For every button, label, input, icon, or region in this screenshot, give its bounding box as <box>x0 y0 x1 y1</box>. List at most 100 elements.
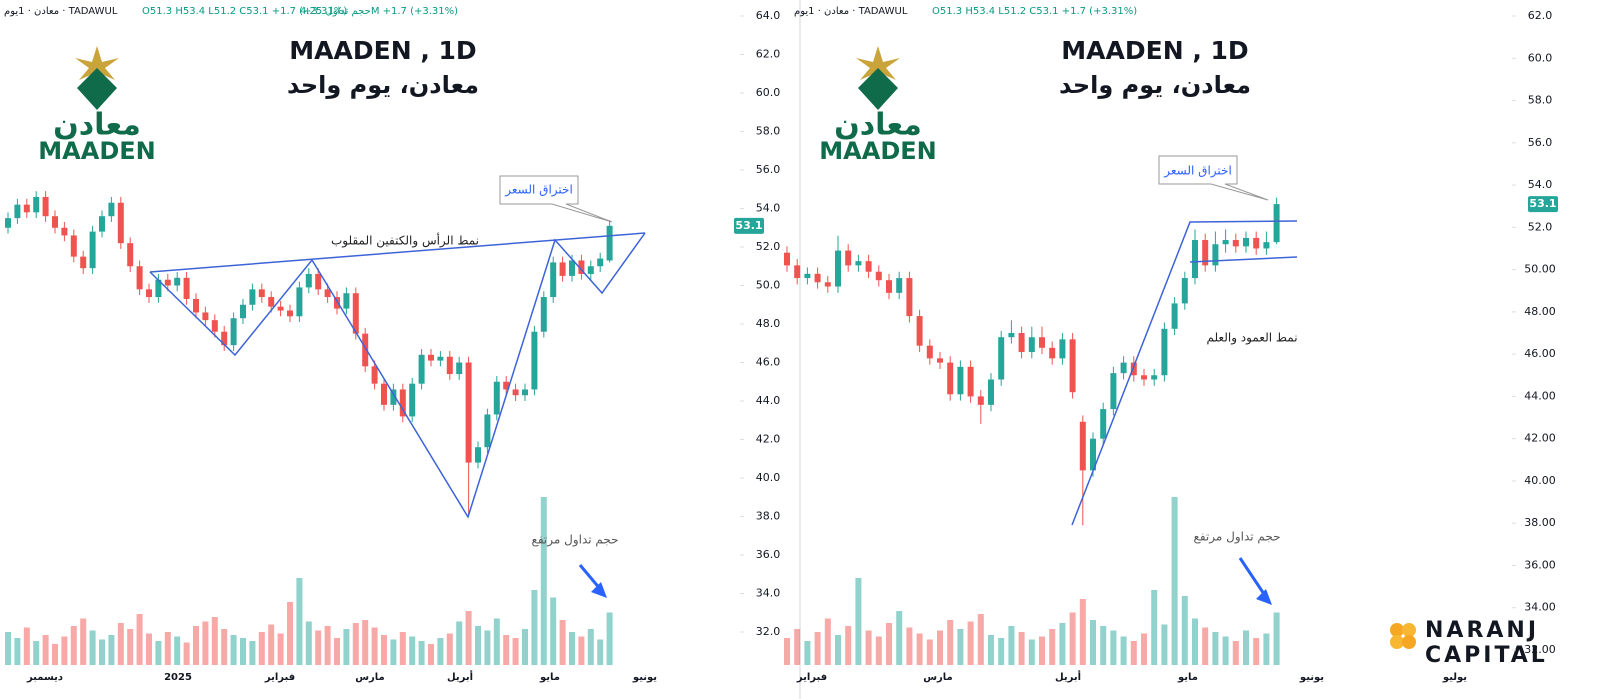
logo-latin: MAADEN <box>819 137 936 165</box>
y-tick-label: 38.0 <box>756 510 781 523</box>
volume-bar <box>1181 596 1188 665</box>
candle-body <box>512 389 519 396</box>
volume-bar <box>249 641 256 665</box>
candle-body <box>1181 278 1188 304</box>
candle-body <box>352 293 359 334</box>
volume-bar <box>977 614 984 665</box>
arrow-head <box>591 582 607 598</box>
y-tick-label: 50.0 <box>756 279 781 292</box>
pattern-label: نمط العمود والعلم <box>1206 331 1297 346</box>
volume-bar <box>33 641 40 665</box>
candle-body <box>606 225 613 261</box>
volume-bar <box>99 639 105 665</box>
volume-bar <box>117 623 124 665</box>
candle-body <box>937 358 943 363</box>
volume-bar <box>352 623 359 665</box>
candle-body <box>117 202 124 244</box>
y-tick-label: 58.0 <box>756 125 781 138</box>
x-tick-label: مارس <box>355 672 385 683</box>
volume-bar <box>926 639 933 665</box>
y-tick-label: 48.0 <box>756 317 781 330</box>
candle-body <box>1263 242 1270 249</box>
candle-body <box>587 266 594 274</box>
pattern-line <box>149 232 646 519</box>
volume-info: حجم تداول 4.25M +1.7 (+3.31%) <box>300 6 458 17</box>
y-tick-label: 42.00 <box>1524 432 1556 445</box>
volume-bar <box>475 626 481 665</box>
volume-bar <box>1232 641 1239 665</box>
callout-label: اختراق السعر <box>1163 164 1232 179</box>
logo-diamond <box>858 68 898 110</box>
y-tick-label: 34.0 <box>756 587 781 600</box>
y-tick-label: 52.0 <box>1528 220 1553 233</box>
price-badge <box>1528 196 1558 213</box>
volume-bar <box>381 635 387 665</box>
candle-body <box>484 414 491 448</box>
volume-bar <box>1028 639 1035 665</box>
y-tick-label: 38.00 <box>1524 516 1556 529</box>
volume-bar <box>998 638 1005 665</box>
pattern-line <box>149 232 646 273</box>
volume-bar <box>896 611 903 665</box>
x-tick-label: مارس <box>923 672 953 683</box>
candle-body <box>855 261 862 266</box>
candle-body <box>258 289 265 298</box>
volume-bar <box>334 638 340 665</box>
volume-bar <box>183 642 190 665</box>
volume-bar <box>1263 633 1270 665</box>
volume-bar <box>597 639 604 665</box>
candle-body <box>80 256 87 269</box>
chart-subtitle: معادن، يوم واحد <box>1059 71 1251 99</box>
volume-bar <box>1202 627 1209 665</box>
volume-bar <box>606 612 613 665</box>
price-badge-label: 53.1 <box>1529 197 1556 210</box>
x-tick-label: مايو <box>1177 672 1198 683</box>
volume-bar <box>296 578 303 665</box>
volume-bar <box>988 635 994 665</box>
candle-body <box>957 366 964 395</box>
y-tick-label: 52.0 <box>756 240 781 253</box>
y-tick-label: 32.00 <box>1524 643 1556 656</box>
candle-body <box>428 354 434 361</box>
volume-bar <box>240 638 246 665</box>
y-tick-label: 54.0 <box>1528 178 1553 191</box>
volume-bar <box>399 632 406 665</box>
candle-body <box>865 261 872 272</box>
candle-body <box>1028 337 1035 353</box>
candle-body <box>465 362 472 463</box>
y-tick-label: 54.0 <box>756 202 781 215</box>
candle-body <box>146 289 152 298</box>
brand-line1: NARANJ <box>1425 618 1539 643</box>
candle-body <box>343 293 350 309</box>
candle-body <box>155 279 162 298</box>
y-tick-label: 44.00 <box>1524 389 1556 402</box>
volume-bar <box>221 629 228 665</box>
candle-body <box>522 389 528 396</box>
candle-body <box>1161 328 1168 376</box>
candle-body <box>296 287 303 317</box>
y-tick-label: 34.00 <box>1524 601 1556 614</box>
volume-bar <box>89 630 96 665</box>
y-tick-label: 40.00 <box>1524 474 1556 487</box>
candle-body <box>371 366 378 384</box>
x-tick-label: يوليو <box>1442 672 1467 683</box>
price-badge <box>734 217 764 234</box>
candle-body <box>804 273 811 279</box>
y-tick-label: 46.00 <box>1524 347 1556 360</box>
volume-bar <box>258 632 265 665</box>
candle-body <box>1151 375 1158 380</box>
candle-body <box>240 304 246 319</box>
callout <box>499 175 613 223</box>
volume-bar <box>794 629 801 665</box>
candle-body <box>174 277 181 286</box>
volume-bar <box>587 629 594 665</box>
volume-bar <box>23 627 30 665</box>
volume-bar <box>1018 632 1025 665</box>
volume-bar <box>465 611 472 665</box>
y-tick-label: 64.0 <box>756 9 781 22</box>
volume-bar <box>108 635 115 665</box>
candle-body <box>230 318 237 346</box>
callout <box>1158 155 1269 201</box>
volume-bar <box>61 636 68 665</box>
